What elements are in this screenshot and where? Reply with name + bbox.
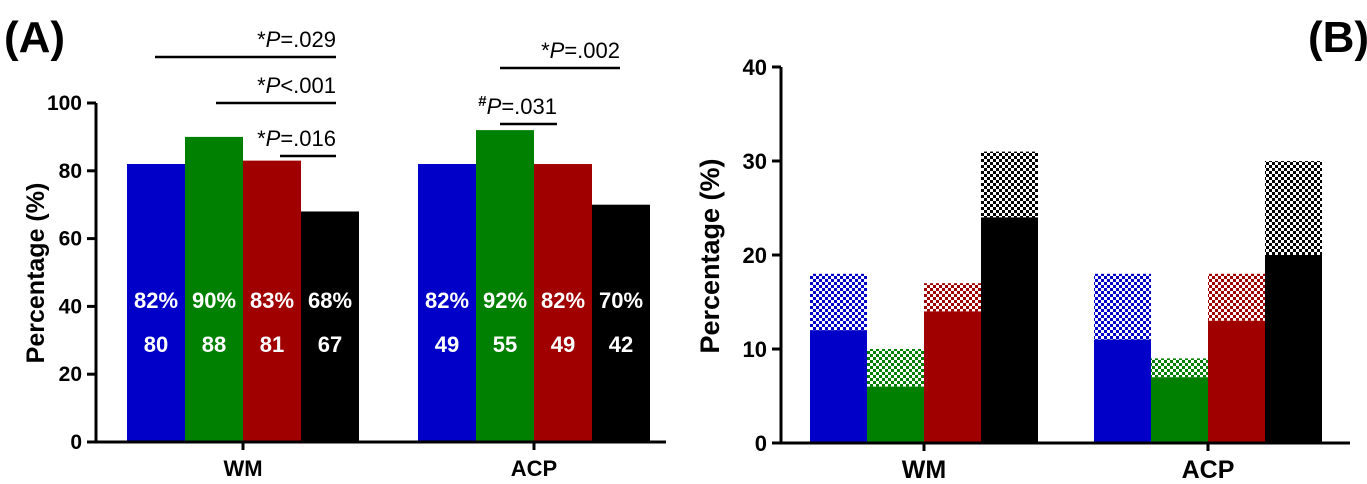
panel-a-bar-wm-3 [243,160,301,442]
panel-b-bar-solid-wm-1 [810,330,867,443]
panel-a-bar-percent-label: 82% [541,288,585,313]
panel-b-chart: (B) Percentage (%) WM ACP 0 10 20 30 40 [695,13,1367,484]
panel-b-bar-upper-wm-2 [867,349,924,387]
panel-a-significance-label: #P=.031 [478,93,557,119]
panel-a-bar-count-label: 42 [609,332,633,357]
panel-a-bar-percent-label: 83% [250,288,294,313]
panel-a-bar-acp-2 [476,130,534,442]
panel-b-bar-upper-acp-3 [1208,273,1265,321]
panel-a-bar-count-label: 88 [202,332,226,357]
panel-b-category-label: ACP [1182,456,1235,484]
panel-a-bar-wm-2 [185,136,243,442]
panel-b-bar-upper-acp-4 [1265,161,1322,255]
panel-a-category-label: WM [223,456,262,481]
panel-a-significance-label: *P<.001 [257,73,336,98]
panel-a-y-tick-label: 100 [47,92,82,115]
panel-a-chart: (A) Percentage (%) WM ACP 0 20 40 60 80 100 82%… [4,13,666,481]
panel-a-y-tick-label: 60 [59,228,82,251]
panel-b-y-tick-label: 20 [743,243,767,268]
panel-a-category-label: ACP [511,456,557,481]
panel-a-bar-labels: 82% 80 90% 88 83% 81 68% 67 82% 49 92% 55 82% 49 70% 42 [134,288,643,357]
panel-b-y-tick-label: 30 [743,149,767,174]
panel-b-bar-solid-wm-3 [924,311,981,443]
panel-a-label: (A) [4,13,65,62]
panel-a-bar-percent-label: 82% [425,288,469,313]
panel-a-bar-percent-label: 90% [192,288,236,313]
panel-a-bars [127,130,650,442]
panel-a-bar-percent-label: 92% [483,288,527,313]
panel-b-y-axis-title: Percentage (%) [695,158,725,353]
panel-a-bar-count-label: 80 [144,332,168,357]
panel-b-label: (B) [1308,13,1367,62]
panel-b-bar-upper-wm-4 [981,151,1038,218]
panel-b-axes: WM ACP 0 10 20 30 40 [743,55,1350,484]
panel-b-y-tick-label: 40 [743,55,767,80]
panel-a-y-tick-label: 40 [59,295,82,318]
panel-a-bar-percent-label: 82% [134,288,178,313]
panel-b-bar-upper-acp-1 [1094,273,1151,340]
panel-a-bar-acp-4 [592,204,650,442]
panel-a-significance-label: *P=.002 [541,38,620,63]
panel-b-y-tick-label: 10 [743,337,767,362]
panel-a-significance-label: *P=.029 [257,27,336,52]
panel-a-bar-acp-1 [418,164,476,442]
panel-a-bar-acp-3 [534,164,592,442]
panel-a-bar-wm-4 [301,211,359,442]
panel-a-y-tick-label: 20 [59,363,82,386]
panel-a-y-axis-title: Percentage (%) [22,183,50,364]
panel-a-bar-count-label: 55 [493,332,517,357]
panel-b-bar-solid-wm-4 [981,217,1038,443]
panel-b-bar-solid-acp-2 [1151,377,1208,443]
panel-a-significance-label: *P=.016 [257,126,336,151]
panel-a-bar-wm-1 [127,164,185,442]
panel-b-bar-upper-acp-2 [1151,358,1208,378]
panel-a-axes: WM ACP 0 20 40 60 80 100 [47,92,666,481]
panel-a-bar-count-label: 67 [318,332,342,357]
panel-b-bar-solid-acp-4 [1265,255,1322,443]
panel-a-y-tick-label: 0 [70,431,82,454]
panel-b-bar-solid-acp-1 [1094,339,1151,443]
panel-a-significance: *P=.029 *P<.001 *P=.016 *P=.002 #P=.031 [155,27,620,158]
panel-a-y-tick-label: 80 [59,160,82,183]
panel-b-y-tick-label: 0 [755,431,767,456]
panel-a-bar-count-label: 49 [551,332,575,357]
panel-b-category-label: WM [902,456,946,484]
panel-b-bar-upper-wm-3 [924,283,981,312]
panel-a-bar-count-label: 49 [435,332,459,357]
panel-b-bar-upper-wm-1 [810,273,867,331]
panel-a-bar-percent-label: 68% [308,288,352,313]
panel-b-bar-solid-wm-2 [867,386,924,443]
panel-a-bar-count-label: 81 [260,332,284,357]
panel-a-bar-percent-label: 70% [599,288,643,313]
panel-b-bar-solid-acp-3 [1208,320,1265,443]
panel-b-bars [810,151,1322,443]
